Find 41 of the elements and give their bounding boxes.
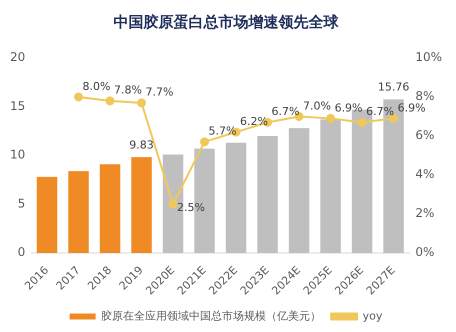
y2-tick-label: 2% [415, 206, 434, 220]
legend-label: 胶原在全应用领域中国总市场规模（亿美元） [101, 309, 322, 322]
bar [288, 128, 310, 253]
data-label: 6.7% [366, 105, 394, 118]
y2-tick-label: 8% [415, 89, 434, 104]
point [168, 200, 178, 209]
data-label: 6.9% [334, 101, 363, 114]
chart-title: 中国胶原蛋白总市场增速领先全球 [114, 12, 340, 31]
data-label: 2.5% [177, 201, 205, 214]
data-label: 6.7% [272, 105, 300, 118]
data-label: 8.0% [82, 80, 110, 93]
y-tick-label: 15 [10, 98, 26, 113]
bar [68, 171, 89, 253]
data-label: 9.83 [129, 138, 154, 152]
bar [320, 119, 341, 253]
y2-tick-label: 10% [415, 50, 442, 64]
y2-tick-label: 0% [415, 245, 434, 260]
bar [36, 176, 58, 253]
data-label: 15.76 [378, 80, 410, 94]
point [200, 137, 210, 146]
bar [100, 164, 120, 253]
y2-tick-label: 6% [415, 128, 434, 142]
y-tick-label: 0 [18, 245, 26, 260]
data-label: 7.7% [146, 86, 174, 99]
data-label: 7.8% [114, 84, 142, 97]
point [137, 98, 146, 108]
y-tick-label: 10 [10, 148, 26, 162]
point [389, 114, 398, 123]
data-label: 6.9% [398, 101, 426, 114]
point [106, 96, 115, 106]
point [326, 114, 336, 123]
data-label: 7.0% [303, 99, 332, 112]
legend-label: yoy [362, 309, 383, 322]
bar [257, 136, 278, 253]
y-tick-label: 5 [18, 196, 26, 210]
point [358, 118, 367, 127]
bar [226, 142, 246, 253]
point [74, 92, 84, 102]
y-tick-label: 20 [10, 50, 26, 64]
y2-tick-label: 4% [415, 167, 434, 182]
bar [131, 157, 152, 253]
